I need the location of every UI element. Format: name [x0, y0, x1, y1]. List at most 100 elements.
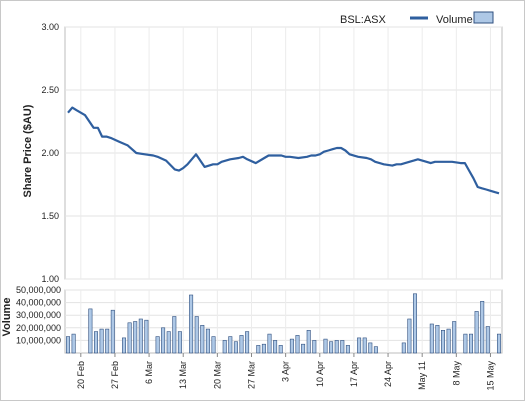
x-tick-label: May 11 — [417, 361, 427, 390]
volume-bar — [194, 316, 199, 354]
volume-bar — [105, 328, 110, 354]
price-gridlines — [64, 26, 503, 280]
volume-bar — [99, 328, 104, 354]
volume-y-axis: 50,000,000 40,000,000 30,000,000 20,000,000… — [16, 285, 61, 345]
volume-y-tick-label: 10,000,000 — [16, 335, 61, 345]
price-panel: 3.00 2.50 2.00 1.50 1.00 Share Price ($AU) — [22, 22, 503, 284]
volume-gridlines — [64, 289, 503, 354]
volume-bar — [301, 343, 306, 354]
volume-bar — [138, 318, 143, 354]
volume-bar — [228, 336, 233, 354]
volume-y-tick-label: 40,000,000 — [16, 298, 61, 308]
x-tick-label: 27 Mar — [246, 361, 256, 389]
volume-bar — [155, 336, 160, 354]
volume-bar — [88, 308, 93, 354]
volume-bar — [373, 346, 378, 354]
price-y-tick-label: 2.50 — [41, 85, 59, 95]
volume-bar — [480, 300, 485, 354]
volume-bar — [122, 337, 127, 354]
volume-bar — [357, 337, 362, 354]
volume-bar — [144, 319, 149, 354]
price-y-tick-label: 3.00 — [41, 22, 59, 32]
volume-bar — [295, 335, 300, 354]
price-series-line — [67, 106, 500, 195]
volume-y-tick-label: 20,000,000 — [16, 323, 61, 333]
x-tick-label: 13 Mar — [178, 361, 188, 389]
volume-bar — [261, 343, 266, 354]
volume-bar — [468, 333, 473, 354]
volume-bar — [334, 340, 339, 354]
volume-panel: 50,000,000 40,000,000 30,000,000 20,000,000… — [1, 285, 503, 354]
volume-bar — [329, 341, 334, 354]
x-tick-label: 3 Apr — [281, 361, 291, 382]
volume-bar — [312, 340, 317, 354]
x-axis: 20 Feb 27 Feb 6 Mar 13 Mar 20 Mar 27 Mar 3 Apr… — [76, 353, 495, 391]
volume-bar — [463, 333, 468, 354]
volume-bar — [345, 345, 350, 354]
volume-bar — [340, 340, 345, 354]
legend-label-price: BSL:ASX — [340, 14, 387, 26]
x-tick-label: 17 Apr — [349, 361, 359, 387]
volume-bar — [222, 340, 227, 354]
volume-bar — [205, 328, 210, 354]
volume-bar — [172, 316, 177, 354]
volume-bar — [407, 318, 412, 354]
price-y-axis-label: Share Price ($AU) — [22, 104, 34, 197]
volume-bar — [71, 333, 76, 354]
price-y-tick-label: 2.00 — [41, 148, 59, 158]
volume-bar — [189, 294, 194, 354]
legend-label-volume: Volume — [436, 14, 473, 26]
volume-bar — [267, 333, 272, 354]
price-y-axis: 3.00 2.50 2.00 1.50 1.00 — [41, 22, 59, 284]
volume-bar — [401, 342, 406, 354]
volume-bar — [256, 345, 261, 354]
volume-bar — [161, 327, 166, 354]
volume-bar — [177, 331, 182, 354]
volume-bar — [362, 337, 367, 354]
x-tick-label: 20 Mar — [212, 361, 222, 389]
volume-bar — [323, 338, 328, 354]
price-y-tick-label: 1.00 — [41, 274, 59, 284]
volume-bar — [233, 341, 238, 354]
x-tick-label: 27 Feb — [110, 361, 120, 389]
volume-bar — [289, 338, 294, 354]
volume-bar — [412, 293, 417, 354]
volume-bar — [166, 331, 171, 354]
volume-y-axis-label: Volume — [1, 298, 13, 337]
volume-bar — [435, 324, 440, 354]
volume-bar — [245, 331, 250, 354]
volume-bar — [239, 335, 244, 354]
volume-bar — [368, 342, 373, 354]
volume-bar — [452, 321, 457, 354]
volume-y-tick-label: 30,000,000 — [16, 310, 61, 320]
x-tick-label: 8 May — [451, 361, 461, 386]
volume-bar — [110, 309, 115, 354]
price-y-tick-label: 1.50 — [41, 211, 59, 221]
x-tick-label: 10 Apr — [315, 361, 325, 387]
volume-bar — [278, 345, 283, 354]
volume-bar — [94, 331, 99, 354]
volume-bar — [485, 326, 490, 354]
legend-swatch-volume — [473, 11, 494, 24]
x-tick-label: 15 May — [485, 361, 495, 391]
x-tick-label: 24 Apr — [383, 361, 393, 387]
volume-bar — [474, 311, 479, 354]
volume-bar — [66, 336, 71, 354]
volume-bar — [440, 329, 445, 354]
x-tick-label: 20 Feb — [76, 361, 86, 389]
volume-bar — [127, 322, 132, 354]
volume-bar — [200, 324, 205, 354]
volume-bar — [446, 328, 451, 354]
volume-y-tick-label: 50,000,000 — [16, 285, 61, 295]
x-tick-label: 6 Mar — [144, 361, 154, 384]
volume-bar — [306, 329, 311, 354]
volume-bar — [496, 333, 501, 354]
volume-bar — [133, 321, 138, 354]
volume-plot-area — [64, 289, 503, 354]
volume-bar — [211, 336, 216, 354]
legend: BSL:ASX Volume — [340, 11, 494, 26]
volume-bars — [66, 293, 501, 354]
volume-bar — [429, 323, 434, 354]
